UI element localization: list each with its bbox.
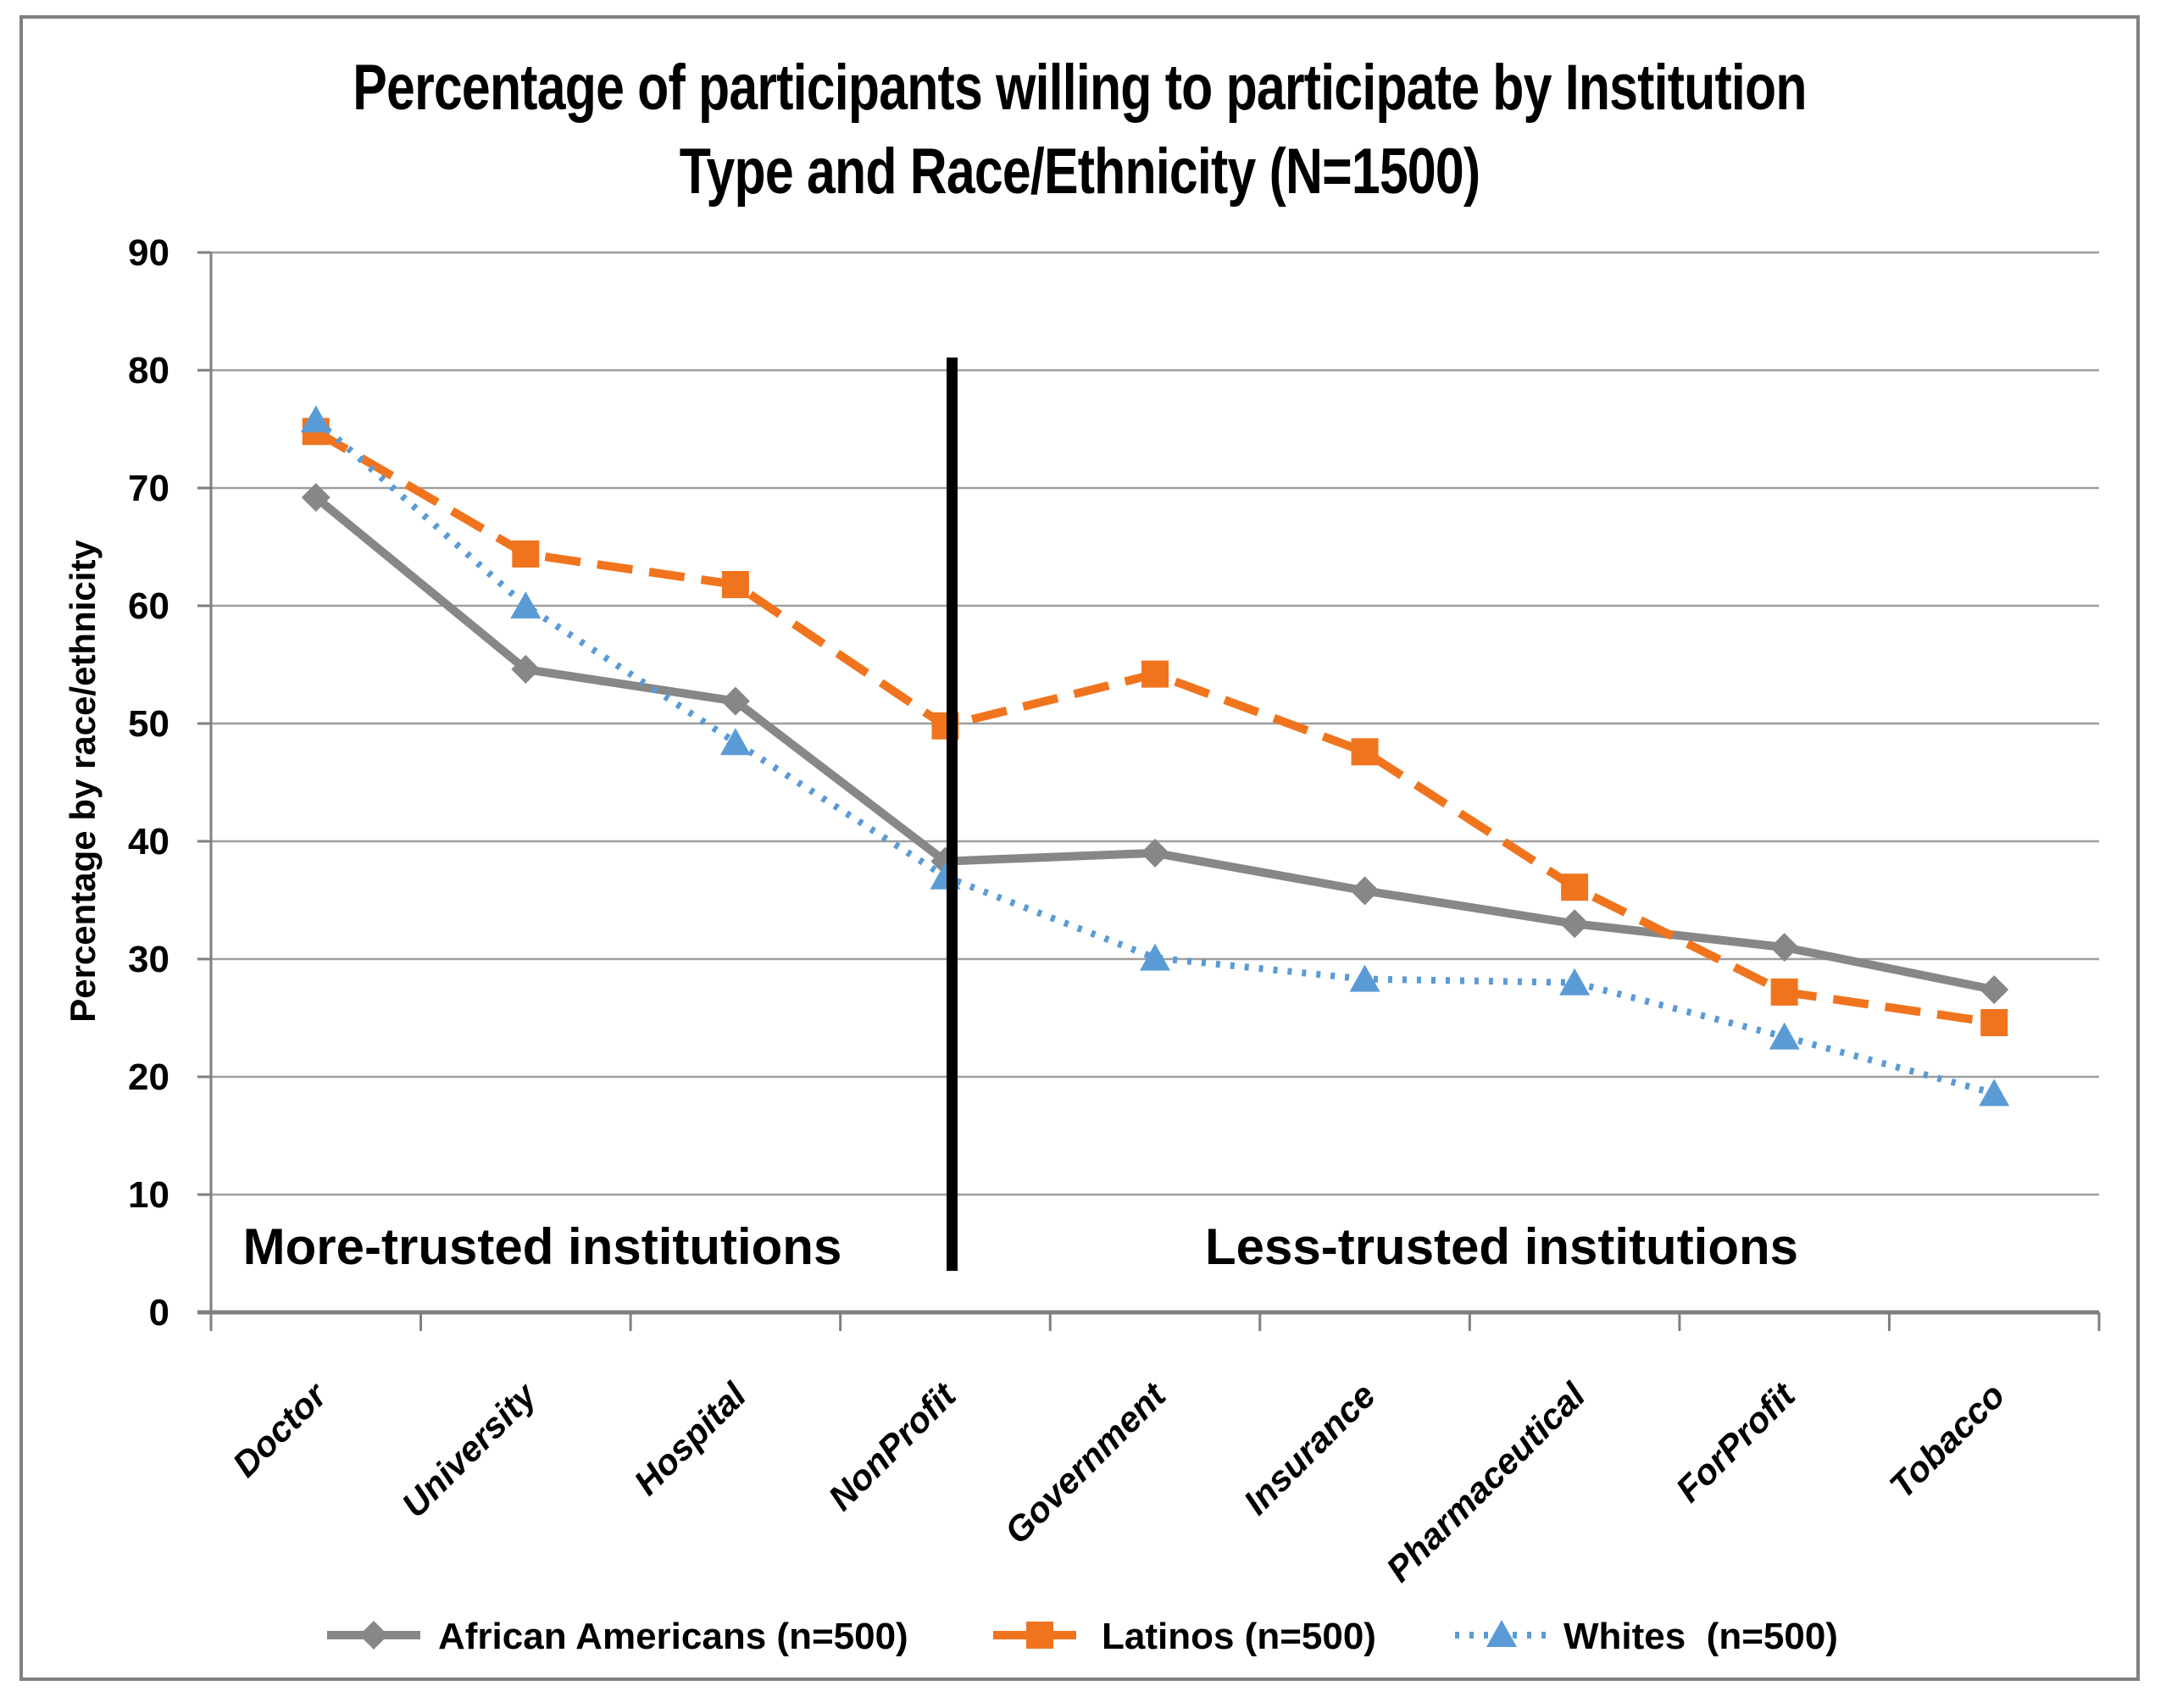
y-axis-tick-labels: 0 10 20 30 40 50 60 70 80 90 — [128, 232, 169, 1334]
data-series — [300, 405, 2010, 1106]
y-tick-label-50: 50 — [128, 703, 169, 745]
x-axis-tick-marks — [209, 1312, 2101, 1331]
y-tick-label-0: 0 — [149, 1292, 169, 1334]
marker-square-icon — [1351, 738, 1379, 766]
y-axis-title: Percentage by race/ethnicity — [63, 540, 103, 1023]
y-tick-label-40: 40 — [128, 821, 169, 862]
marker-square-icon — [1561, 873, 1589, 901]
marker-triangle-icon — [1769, 1022, 1800, 1050]
annotation-more-trusted: More-trusted institutions — [243, 1218, 842, 1275]
marker-diamond-icon — [1769, 933, 1799, 962]
legend-item-african-americans: African Americans (n=500) — [327, 1616, 908, 1657]
annotation-less-trusted: Less-trusted institutions — [1205, 1218, 1798, 1275]
marker-square-icon — [1770, 978, 1798, 1006]
y-tick-label-10: 10 — [128, 1174, 169, 1216]
marker-diamond-icon — [1350, 876, 1380, 906]
marker-square-icon — [721, 570, 749, 598]
y-tick-label-70: 70 — [128, 468, 169, 509]
marker-triangle-icon — [510, 591, 542, 618]
y-tick-label-30: 30 — [128, 939, 169, 980]
series-african — [301, 483, 2009, 1005]
trust-divider-line — [947, 358, 958, 1271]
marker-diamond-icon — [720, 686, 750, 716]
marker-square-icon — [512, 540, 540, 568]
chart-title-line1: Percentage of participants willing to pa… — [353, 52, 1806, 124]
marker-diamond-icon — [1980, 975, 2009, 1005]
marker-triangle-icon — [300, 405, 331, 433]
legend-item-whites: Whites (n=500) — [1455, 1616, 1838, 1657]
chart-title-line2: Type and Race/Ethnicity (N=1500) — [680, 136, 1480, 208]
legend-label-african-americans: African Americans (n=500) — [438, 1616, 908, 1657]
y-tick-label-60: 60 — [128, 585, 169, 627]
chart-title: Percentage of participants willing to pa… — [353, 52, 1807, 208]
legend-triangle-marker-icon — [1486, 1620, 1517, 1647]
legend: African Americans (n=500) Latinos (n=500… — [327, 1616, 1838, 1657]
series-line — [314, 417, 1996, 1097]
legend-label-whites: Whites (n=500) — [1563, 1616, 1838, 1657]
marker-square-icon — [1141, 660, 1169, 688]
marker-triangle-icon — [1140, 943, 1170, 971]
marker-diamond-icon — [301, 483, 330, 513]
y-tick-label-90: 90 — [128, 232, 169, 274]
legend-square-marker-icon — [1026, 1622, 1053, 1649]
marker-triangle-icon — [719, 728, 751, 756]
chart-frame — [19, 15, 2140, 1681]
marker-triangle-icon — [1349, 964, 1380, 992]
y-tick-label-80: 80 — [128, 350, 169, 391]
marker-diamond-icon — [1560, 909, 1590, 939]
legend-diamond-marker-icon — [359, 1621, 388, 1650]
marker-square-icon — [1980, 1009, 2008, 1037]
marker-diamond-icon — [1141, 838, 1169, 868]
legend-label-latinos: Latinos (n=500) — [1102, 1616, 1376, 1657]
series-latinos — [302, 418, 2008, 1037]
marker-triangle-icon — [1559, 968, 1591, 995]
marker-triangle-icon — [1979, 1079, 2010, 1106]
y-tick-label-20: 20 — [128, 1056, 169, 1098]
legend-item-latinos: Latinos (n=500) — [993, 1616, 1376, 1657]
marker-diamond-icon — [511, 655, 541, 685]
